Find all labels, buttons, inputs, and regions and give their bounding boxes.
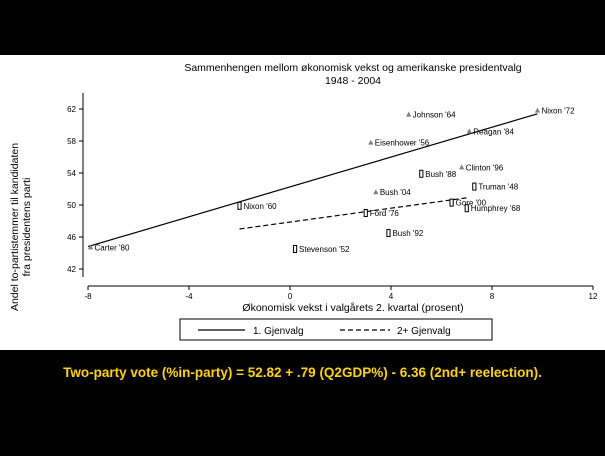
y-tick-label: 62 [67, 105, 76, 114]
point-label: Carter '80 [95, 243, 130, 252]
point-label: Bush '88 [425, 170, 456, 179]
point-label: Johnson '64 [413, 111, 456, 120]
data-point-triangle [459, 164, 465, 170]
data-point-triangle [466, 128, 472, 134]
legend: 1. Gjenvalg 2+ Gjenvalg [179, 318, 493, 341]
y-tick-label: 46 [67, 233, 76, 242]
y-axis-title-line-2: fra presidentens parti [21, 178, 33, 277]
x-axis-title: Økonomisk vekst i valgårets 2. kvartal (… [242, 302, 463, 314]
y-tick-label: 54 [67, 169, 76, 178]
data-point-triangle [373, 189, 379, 195]
x-tick-label: -8 [84, 292, 92, 301]
data-point-triangle [368, 139, 374, 145]
data-point-triangle [87, 244, 94, 250]
x-tick-label: 12 [589, 292, 598, 301]
y-tick-label: 58 [67, 137, 76, 146]
point-label: Gore '00 [456, 199, 487, 208]
point-label: Ford '76 [370, 209, 400, 218]
point-label: Bush '04 [380, 188, 411, 197]
point-label: Nixon '60 [244, 202, 278, 211]
chart-panel: Sammenhengen mellom økonomisk vekst og a… [0, 55, 605, 350]
point-label: Eisenhower '56 [375, 139, 430, 148]
point-label: Humphrey '68 [471, 204, 521, 213]
point-label: Reagan '84 [473, 127, 514, 136]
fit-line-dashed [239, 197, 467, 230]
data-point-square [292, 245, 298, 253]
y-tick-label: 42 [67, 265, 76, 274]
data-point-square [386, 229, 391, 237]
x-tick-label: -4 [185, 292, 193, 301]
data-point-square [449, 198, 454, 207]
data-point-square [464, 204, 469, 213]
x-tick-label: 4 [389, 292, 394, 301]
regression-caption: Two-party vote (%in-party) = 52.82 + .79… [63, 365, 542, 380]
legend-box [179, 318, 493, 341]
point-label: Stevenson '52 [299, 245, 350, 254]
scatter-chart: Sammenhengen mellom økonomisk vekst og a… [9, 62, 598, 341]
y-axis-title: Andel to-partistemmer til kandidaten fra… [9, 143, 33, 311]
data-point-triangle [406, 111, 412, 117]
legend-item-2: 2+ Gjenvalg [397, 326, 451, 337]
point-label: Truman '48 [478, 183, 518, 192]
point-label: Clinton '96 [466, 163, 504, 172]
x-tick-label: 8 [490, 292, 495, 301]
y-tick-label: 50 [67, 201, 76, 210]
point-label: Bush '92 [392, 229, 423, 238]
x-tick-label: 0 [288, 292, 293, 301]
chart-subtitle: 1948 - 2004 [325, 75, 381, 87]
data-point-triangle [534, 107, 541, 113]
fit-line-solid [87, 113, 538, 248]
point-label: Nixon '72 [541, 107, 575, 116]
data-point-square [363, 209, 368, 217]
data-point-square [419, 169, 424, 178]
legend-item-1: 1. Gjenvalg [253, 326, 304, 337]
chart-title: Sammenhengen mellom økonomisk vekst og a… [184, 62, 521, 74]
plot-area: 42 46 50 54 58 62 -8 -4 0 4 8 12 Nixon '72 Johnson '6… [67, 93, 598, 301]
y-axis-title-line-1: Andel to-partistemmer til kandidaten [9, 143, 21, 311]
data-point-square [237, 201, 242, 210]
data-point-square [472, 182, 477, 191]
